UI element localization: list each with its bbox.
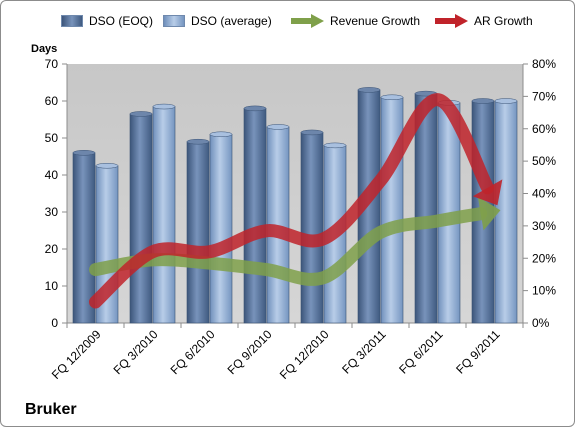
revenue-growth-arrowhead <box>477 196 501 231</box>
y-tick-label: 60 <box>45 94 59 108</box>
y-tick-label: 10 <box>45 279 59 293</box>
y2-tick-label: 30% <box>532 219 556 233</box>
legend-item-dso-average: DSO (average) <box>163 14 272 28</box>
bar-dso-eoq- <box>129 113 153 324</box>
x-tick-label: FQ 6/2011 <box>396 327 446 377</box>
growth-series <box>89 93 503 309</box>
x-tick-label: FQ 12/2009 <box>49 327 104 382</box>
y2-tick-label: 80% <box>532 57 556 71</box>
bar-dso-eoq- <box>243 108 267 324</box>
y-tick-label: 50 <box>45 131 59 145</box>
revenue-growth-line <box>89 207 488 286</box>
legend-label-ar-growth: AR Growth <box>474 14 533 28</box>
y-tick-label: 0 <box>51 316 58 330</box>
bar-dso-average- <box>209 134 233 324</box>
bar-top <box>95 163 119 169</box>
x-tick-label: FQ 12/2010 <box>277 327 332 382</box>
bar-dso-average- <box>152 106 176 324</box>
x-tick-label: FQ 3/2011 <box>339 327 389 377</box>
y2-tick-label: 20% <box>532 251 556 265</box>
bar-top <box>152 103 176 110</box>
bar-dso-eoq- <box>300 132 324 324</box>
bar-top <box>494 98 518 104</box>
y2-tick-label: 70% <box>532 89 556 103</box>
y-tick-label: 70 <box>45 57 59 71</box>
y2-tick-label: 60% <box>532 122 556 136</box>
ar-growth-line <box>89 93 495 309</box>
bar-dso-eoq- <box>186 141 210 324</box>
x-tick-label: FQ 3/2010 <box>111 327 161 377</box>
legend: DSO (EOQ) DSO (average) Revenue Growth A… <box>1 14 574 36</box>
bar-top <box>323 142 347 149</box>
bar-top <box>266 124 290 130</box>
x-tick-label: FQ 6/2010 <box>168 327 218 377</box>
bar-top <box>186 138 210 145</box>
red-arrow-icon <box>435 14 468 28</box>
legend-item-dso-eoq: DSO (EOQ) <box>61 14 153 28</box>
y2-tick-label: 0% <box>532 316 550 330</box>
bar-top <box>357 87 381 93</box>
bar-top <box>471 98 495 104</box>
y2-tick-label: 10% <box>532 284 556 298</box>
y2-tick-label: 50% <box>532 154 556 168</box>
legend-label-revenue-growth: Revenue Growth <box>330 14 421 28</box>
bar-top <box>300 129 324 136</box>
legend-swatch-dso-average <box>163 15 185 27</box>
bar-dso-average- <box>380 97 404 324</box>
bar-top <box>72 150 96 156</box>
bar-top <box>243 105 267 112</box>
bar-top <box>129 111 153 117</box>
x-tick-label: FQ 9/2011 <box>453 327 503 377</box>
legend-label-dso-average: DSO (average) <box>191 14 272 28</box>
y-tick-label: 40 <box>45 168 59 182</box>
y-tick-label: 20 <box>45 242 59 256</box>
ar-growth-arrowhead <box>472 179 503 206</box>
y2-tick-label: 40% <box>532 187 556 201</box>
y-tick-label: 30 <box>45 205 59 219</box>
legend-swatch-dso-eoq <box>61 15 83 27</box>
legend-label-dso-eoq: DSO (EOQ) <box>89 14 154 28</box>
legend-item-ar-growth: AR Growth <box>433 14 533 28</box>
legend-item-revenue-growth: Revenue Growth <box>289 14 420 28</box>
y-axis-title: Days <box>31 43 58 55</box>
x-tick-label: FQ 9/2010 <box>225 327 275 377</box>
bar-top <box>209 131 233 138</box>
bar-top <box>380 94 404 101</box>
green-arrow-icon <box>291 14 324 28</box>
company-name: Bruker <box>25 401 77 418</box>
